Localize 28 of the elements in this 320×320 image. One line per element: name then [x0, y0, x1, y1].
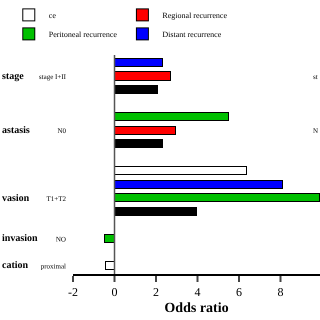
x-tick-label: 8 — [278, 285, 284, 300]
bar — [114, 180, 283, 189]
bar — [114, 126, 176, 135]
text: astasis — [2, 125, 30, 136]
bar — [114, 139, 163, 148]
legend-label: Distant recurrence — [162, 30, 222, 40]
text: stage — [2, 71, 24, 82]
text: cation — [2, 260, 29, 271]
bar — [105, 261, 115, 270]
legend-label: Peritoneal recurrence — [48, 30, 118, 40]
text: vasion — [2, 193, 30, 204]
x-tick-label: 6 — [236, 285, 242, 300]
bar — [114, 207, 197, 216]
legend-label: ce — [48, 11, 56, 20]
bar — [114, 193, 320, 202]
bar — [114, 166, 247, 175]
x-tick-label: 4 — [194, 285, 201, 300]
bar — [114, 85, 158, 94]
x-tick-label: 0 — [112, 285, 118, 300]
bar — [114, 58, 163, 67]
bar — [104, 234, 115, 243]
x-tick-label: 2 — [153, 285, 160, 300]
x-axis-title: Odds ratio — [164, 300, 229, 316]
x-tick-label: -2 — [68, 285, 78, 300]
bar — [114, 71, 171, 81]
bar — [114, 112, 229, 121]
legend-label: Regional recurrence — [162, 11, 228, 20]
text: invasion — [2, 233, 38, 244]
